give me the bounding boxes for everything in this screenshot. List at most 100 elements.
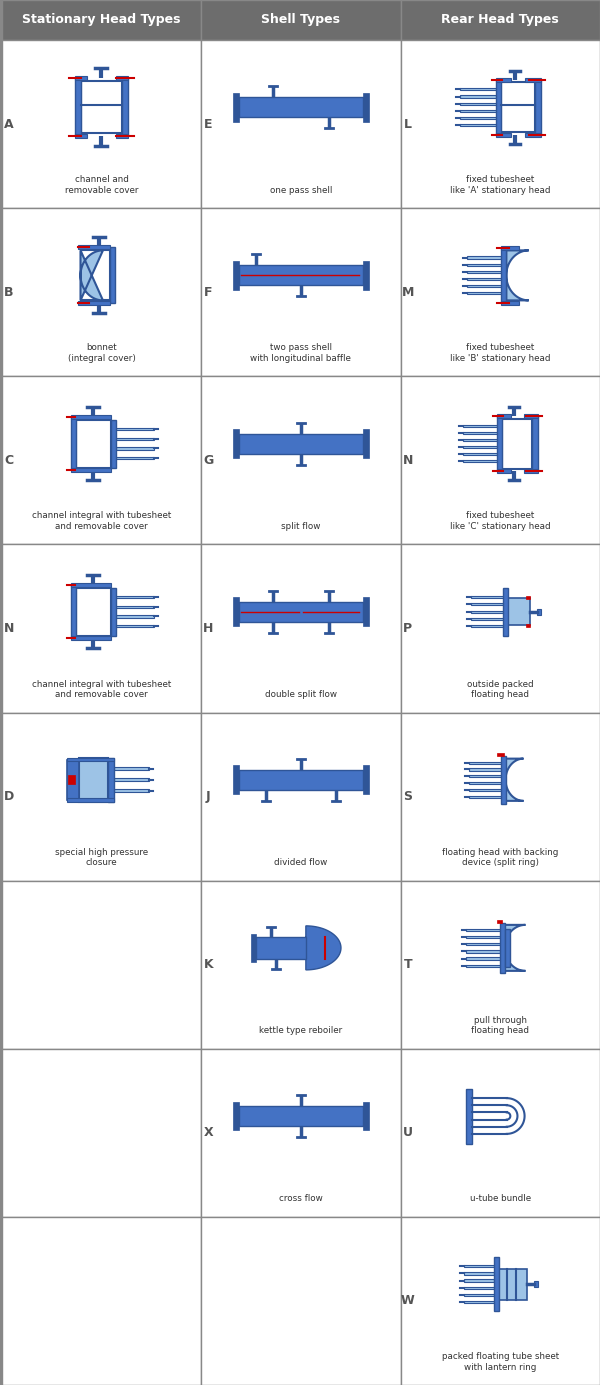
Bar [467, 285, 501, 287]
Bar [497, 920, 502, 922]
Bar [497, 753, 504, 756]
Text: J: J [206, 789, 211, 803]
Bar [2, 0, 201, 40]
Bar [2, 40, 201, 208]
Bar [464, 1280, 494, 1281]
Bar [467, 263, 501, 266]
Bar [110, 248, 115, 303]
Bar [508, 598, 530, 625]
Bar [67, 798, 114, 802]
Bar [464, 1287, 494, 1289]
Bar [239, 601, 363, 622]
Bar [116, 625, 154, 627]
Text: M: M [401, 285, 414, 299]
Bar [526, 623, 530, 627]
Bar [464, 1265, 494, 1267]
Bar [363, 1101, 368, 1130]
Bar [533, 1281, 538, 1287]
Polygon shape [80, 251, 103, 301]
Bar [525, 78, 541, 82]
Bar [463, 425, 497, 427]
Text: Stationary Head Types: Stationary Head Types [22, 14, 181, 26]
Bar [497, 414, 511, 418]
Text: B: B [4, 285, 14, 299]
Bar [80, 82, 122, 133]
Bar [75, 76, 86, 80]
Bar [201, 208, 401, 377]
Text: K: K [203, 958, 213, 971]
Bar [251, 933, 256, 961]
Bar [471, 604, 503, 605]
Text: fixed tubesheet
like 'C' stationary head: fixed tubesheet like 'C' stationary head [450, 511, 551, 530]
Bar [466, 936, 500, 938]
Bar [469, 796, 500, 798]
Bar [233, 429, 239, 458]
Bar [201, 544, 401, 712]
Bar [460, 96, 496, 97]
Bar [116, 457, 154, 458]
Bar [111, 420, 116, 468]
Bar [469, 762, 500, 763]
Text: channel integral with tubesheet
and removable cover: channel integral with tubesheet and remo… [32, 680, 171, 699]
Bar [114, 789, 149, 792]
Bar [463, 439, 497, 440]
Text: divided flow: divided flow [274, 859, 328, 867]
Bar [78, 302, 110, 305]
Bar [116, 596, 154, 598]
Bar [79, 758, 109, 802]
Bar [363, 597, 368, 626]
Bar [525, 133, 541, 137]
Bar [116, 438, 154, 440]
Bar [469, 776, 500, 777]
Bar [233, 597, 239, 626]
Bar [505, 929, 510, 967]
Bar [201, 1217, 401, 1385]
Polygon shape [506, 251, 529, 301]
Bar [503, 587, 508, 636]
Bar [467, 292, 501, 295]
Bar [233, 260, 239, 289]
Bar [532, 416, 538, 471]
Bar [536, 608, 541, 615]
Bar [467, 256, 501, 259]
Bar [75, 78, 80, 136]
Bar [524, 414, 538, 418]
Bar [201, 1048, 401, 1217]
Text: floating head with backing
device (split ring): floating head with backing device (split… [442, 848, 559, 867]
Text: one pass shell: one pass shell [269, 186, 332, 195]
Text: channel integral with tubesheet
and removable cover: channel integral with tubesheet and remo… [32, 511, 171, 530]
Bar [497, 416, 502, 471]
Bar [401, 1217, 600, 1385]
Text: packed floating tube sheet
with lantern ring: packed floating tube sheet with lantern … [442, 1352, 559, 1371]
Bar [460, 102, 496, 105]
Bar [201, 0, 401, 40]
Bar [401, 544, 600, 712]
Bar [233, 93, 239, 122]
Bar [363, 766, 368, 794]
Bar [500, 922, 505, 972]
Bar [401, 1048, 600, 1217]
Text: fixed tubesheet
like 'A' stationary head: fixed tubesheet like 'A' stationary head [450, 176, 551, 195]
Bar [116, 134, 128, 138]
Bar [401, 0, 600, 40]
Bar [71, 583, 111, 587]
Bar [401, 208, 600, 377]
Bar [464, 1301, 494, 1303]
Bar [535, 80, 541, 134]
Bar [501, 247, 519, 249]
Bar [401, 712, 600, 881]
Bar [463, 453, 497, 456]
Bar [526, 596, 530, 600]
Bar [463, 432, 497, 434]
Bar [466, 957, 500, 960]
Bar [114, 767, 149, 770]
Bar [2, 208, 201, 377]
Bar [109, 758, 114, 802]
Bar [2, 544, 201, 712]
Text: cross flow: cross flow [279, 1194, 323, 1204]
Bar [2, 1048, 201, 1217]
Bar [239, 266, 363, 285]
Text: D: D [4, 789, 14, 803]
Bar [2, 1217, 201, 1385]
Bar [116, 76, 128, 80]
